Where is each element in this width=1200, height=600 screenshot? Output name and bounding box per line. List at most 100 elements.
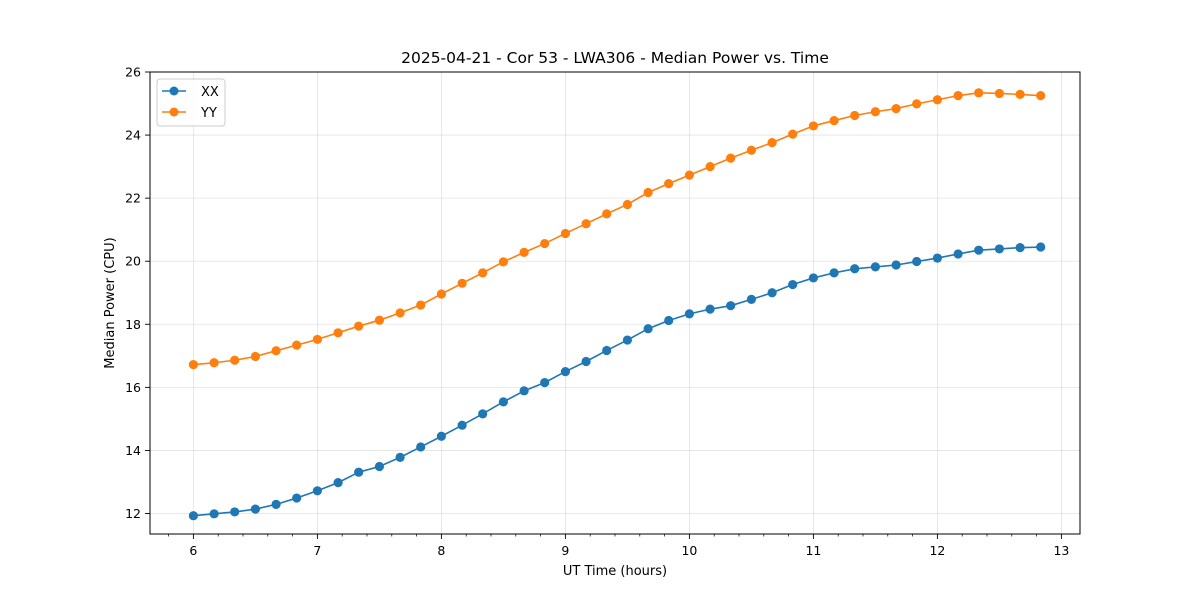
data-point-xx [540, 378, 550, 388]
data-point-xx [891, 260, 901, 270]
data-point-xx [354, 467, 364, 477]
data-point-yy [540, 238, 550, 249]
series-layer [188, 88, 1046, 521]
data-point-yy [250, 351, 260, 362]
data-point-yy [767, 138, 777, 148]
x-tick-label: 9 [561, 543, 569, 558]
x-tick-label: 13 [1053, 543, 1069, 558]
data-point-yy [271, 346, 281, 356]
series-yy [188, 88, 1046, 370]
data-point-yy [498, 257, 508, 267]
data-point-xx [292, 493, 302, 503]
data-point-yy [312, 334, 322, 345]
data-point-yy [374, 315, 384, 325]
data-point-yy [230, 355, 240, 365]
data-point-xx [230, 507, 240, 517]
x-tick-label: 7 [313, 543, 321, 558]
data-point-yy [664, 179, 674, 189]
data-point-yy [292, 340, 302, 350]
data-point-xx [333, 478, 343, 488]
legend: XX YY [156, 78, 226, 127]
data-point-yy [705, 162, 715, 172]
chart-title: 2025-04-21 - Cor 53 - LWA306 - Median Po… [401, 49, 829, 67]
x-tick-label: 12 [929, 543, 945, 558]
legend-label-xx: XX [201, 85, 219, 100]
data-point-yy [209, 358, 219, 368]
data-point-xx [746, 294, 757, 304]
legend-marker-xx [169, 86, 179, 96]
x-tick-label: 11 [805, 543, 821, 558]
legend-marker-yy [169, 107, 179, 117]
data-point-yy [788, 129, 798, 139]
data-point-xx [560, 366, 571, 377]
data-point-yy [354, 321, 364, 331]
data-point-xx [932, 253, 943, 263]
data-point-xx [374, 461, 384, 472]
data-point-xx [726, 301, 736, 311]
data-point-xx [271, 499, 281, 509]
grid [150, 71, 1080, 534]
data-point-xx [478, 409, 488, 419]
legend-label-yy: YY [200, 106, 217, 121]
data-point-xx [250, 504, 260, 514]
data-point-xx [519, 386, 529, 396]
data-point-yy [560, 228, 571, 239]
data-point-yy [850, 110, 860, 121]
data-point-yy [1036, 91, 1046, 101]
data-point-xx [664, 315, 674, 326]
data-point-xx [457, 420, 467, 430]
data-point-xx [498, 397, 508, 407]
data-point-yy [581, 219, 591, 229]
y-tick-label: 12 [125, 506, 141, 521]
data-point-yy [912, 99, 922, 109]
y-tick-label: 14 [125, 443, 141, 458]
data-point-yy [932, 95, 943, 105]
data-point-xx [808, 273, 819, 283]
y-tick-label: 16 [125, 380, 141, 395]
data-point-yy [1015, 89, 1025, 99]
data-point-xx [912, 256, 922, 267]
data-point-xx [188, 511, 198, 521]
data-point-yy [829, 115, 839, 126]
series-xx [188, 242, 1046, 521]
x-tick-label: 8 [437, 543, 445, 558]
data-point-yy [870, 107, 881, 117]
data-point-xx [829, 268, 839, 278]
data-point-yy [953, 91, 963, 101]
data-point-xx [1036, 242, 1046, 252]
data-point-xx [870, 262, 881, 272]
data-point-yy [416, 300, 426, 310]
data-point-xx [850, 264, 860, 274]
data-point-xx [416, 442, 426, 452]
data-point-yy [891, 103, 901, 114]
x-tick-label: 6 [189, 543, 197, 558]
data-point-xx [953, 249, 963, 259]
data-point-xx [602, 345, 612, 356]
data-point-yy [684, 170, 695, 180]
data-point-yy [622, 199, 633, 210]
data-point-xx [994, 244, 1005, 254]
data-point-xx [643, 324, 653, 334]
data-point-yy [974, 88, 984, 98]
data-point-xx [788, 279, 798, 290]
axis-ticks: 6 7 8 9 10 11 12 13 12 14 16 18 20 22 24 26 [125, 65, 1069, 559]
data-point-yy [519, 247, 529, 257]
data-point-yy [436, 289, 446, 299]
y-tick-label: 18 [125, 317, 141, 332]
data-point-xx [209, 509, 219, 519]
data-point-xx [684, 309, 695, 319]
data-point-xx [705, 304, 715, 314]
data-point-yy [726, 153, 736, 163]
y-tick-label: 24 [125, 128, 141, 143]
data-point-yy [478, 268, 488, 278]
y-tick-label: 20 [125, 254, 141, 269]
data-point-xx [974, 245, 984, 255]
y-tick-label: 22 [125, 191, 141, 206]
data-point-xx [622, 335, 633, 345]
data-point-yy [457, 278, 467, 288]
data-point-xx [581, 356, 591, 367]
data-point-yy [808, 121, 819, 131]
data-point-yy [188, 360, 198, 370]
y-tick-label: 26 [125, 65, 141, 80]
